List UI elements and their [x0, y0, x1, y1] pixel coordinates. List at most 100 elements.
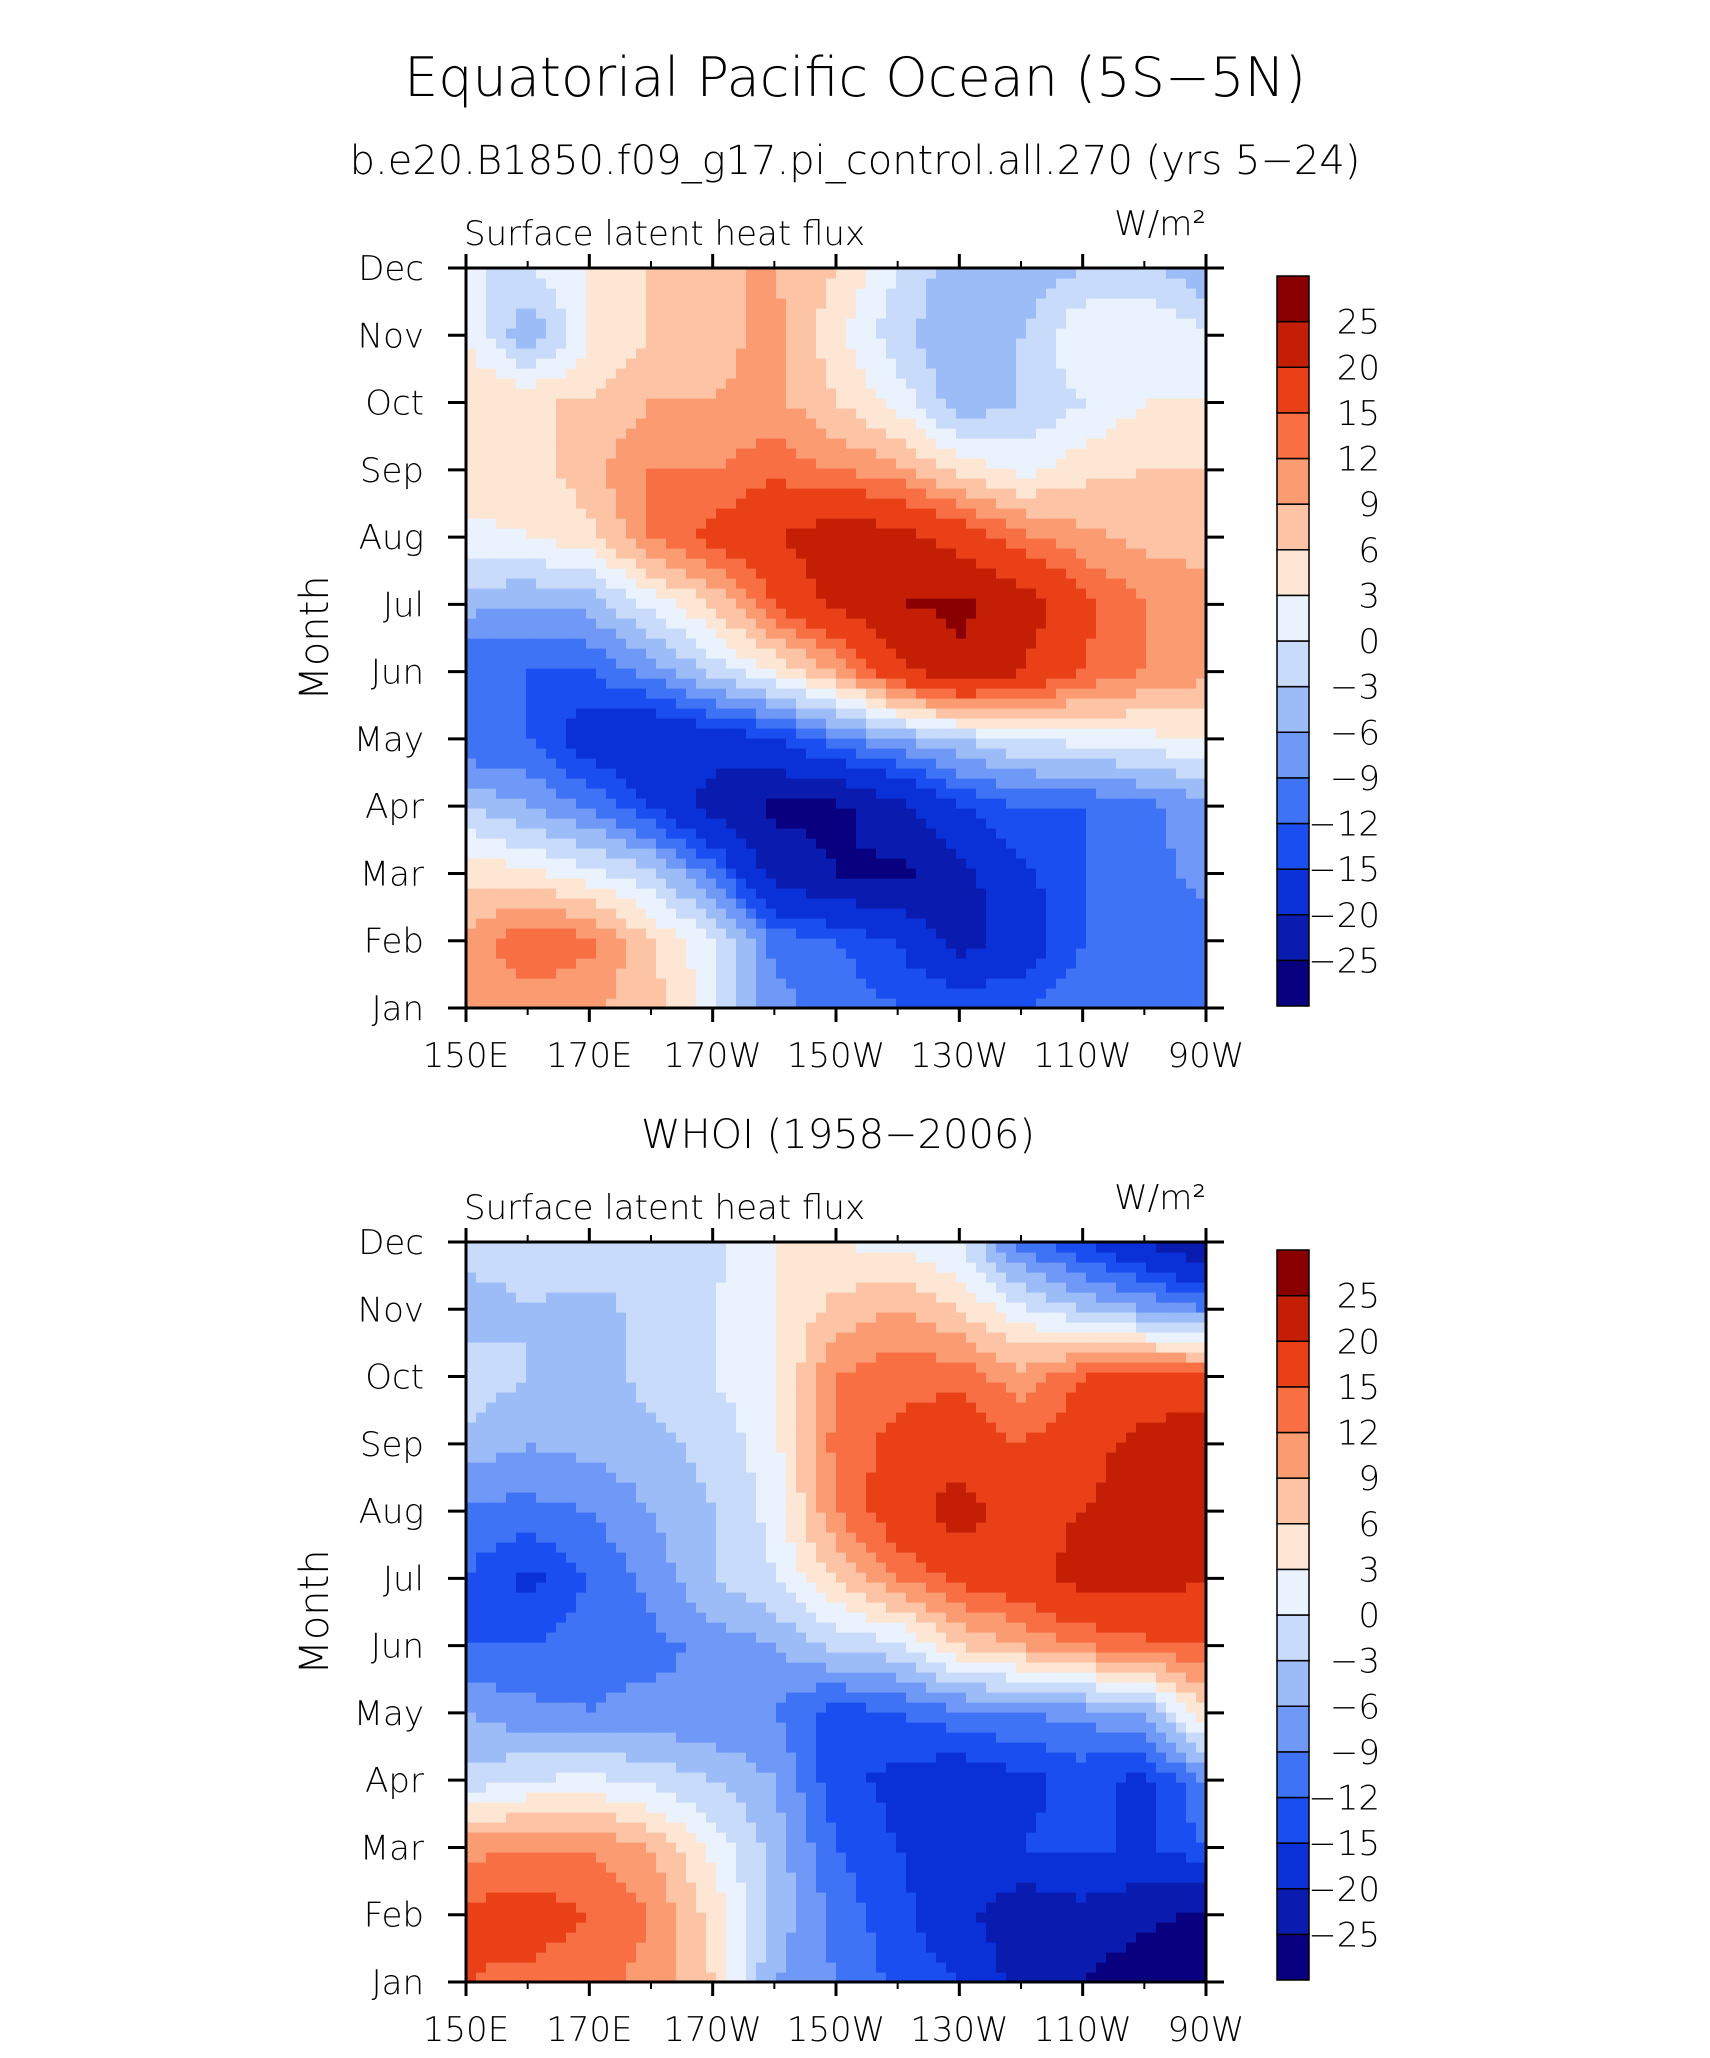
contour-cell	[846, 978, 857, 989]
contour-cell	[856, 718, 867, 729]
contour-cell	[726, 548, 737, 559]
contour-cell	[1056, 958, 1067, 969]
contour-cell	[896, 878, 907, 889]
contour-cell	[866, 948, 877, 959]
contour-cell	[1176, 398, 1187, 409]
contour-cell	[746, 618, 757, 629]
contour-cell	[1086, 398, 1097, 409]
contour-cell	[1036, 628, 1047, 639]
contour-cell	[876, 728, 887, 739]
contour-cell	[876, 748, 887, 759]
contour-cell	[716, 818, 727, 829]
contour-cell	[976, 998, 987, 1008]
contour-cell	[966, 928, 977, 939]
contour-cell	[736, 588, 747, 599]
contour-cell	[806, 378, 817, 389]
contour-cell	[586, 418, 597, 429]
contour-cell	[716, 778, 727, 789]
contour-cell	[906, 708, 917, 719]
contour-cell	[1126, 348, 1137, 359]
contour-cell	[1086, 598, 1097, 609]
contour-cell	[716, 378, 727, 389]
contour-cell	[1126, 428, 1137, 439]
contour-cell	[676, 958, 687, 969]
contour-cell	[836, 598, 847, 609]
contour-cell	[626, 808, 637, 819]
contour-cell	[1126, 618, 1137, 629]
contour-cell	[896, 508, 907, 519]
contour-cell	[596, 718, 607, 729]
contour-cell	[926, 598, 937, 609]
contour-cell	[1116, 658, 1127, 669]
contour-cell	[586, 628, 597, 639]
contour-cell	[576, 608, 587, 619]
contour-cell	[916, 708, 927, 719]
contour-cell	[936, 778, 947, 789]
contour-cell	[1126, 768, 1137, 779]
contour-cell	[556, 538, 567, 549]
contour-cell	[716, 328, 727, 339]
contour-cell	[856, 608, 867, 619]
contour-cell	[916, 448, 927, 459]
contour-cell	[856, 378, 867, 389]
contour-cell	[846, 638, 857, 649]
contour-cell	[766, 688, 777, 699]
contour-cell	[1126, 408, 1137, 419]
contour-cell	[1096, 648, 1107, 659]
contour-cell	[736, 548, 747, 559]
contour-cell	[926, 808, 937, 819]
contour-cell	[1026, 818, 1037, 829]
contour-cell	[886, 458, 897, 469]
contour-cell	[1136, 988, 1147, 999]
contour-cell	[746, 808, 757, 819]
contour-cell	[1056, 948, 1067, 959]
contour-cell	[886, 488, 897, 499]
contour-cell	[966, 708, 977, 719]
contour-cell	[916, 858, 927, 869]
contour-cell	[716, 978, 727, 989]
contour-cell	[1146, 448, 1157, 459]
contour-cell	[856, 688, 867, 699]
contour-cell	[656, 338, 667, 349]
contour-cell	[896, 968, 907, 979]
contour-cell	[796, 638, 807, 649]
contour-cell	[1096, 738, 1107, 749]
contour-cell	[946, 768, 957, 779]
contour-cell	[706, 778, 717, 789]
contour-cell	[876, 378, 887, 389]
contour-cell	[516, 608, 527, 619]
contour-cell	[946, 688, 957, 699]
contour-cell	[886, 548, 897, 559]
contour-cell	[706, 928, 717, 939]
contour-cell	[576, 448, 587, 459]
contour-cell	[786, 508, 797, 519]
contour-cell	[856, 348, 867, 359]
contour-cell	[706, 688, 717, 699]
contour-cell	[736, 698, 747, 709]
contour-cell	[896, 528, 907, 539]
contour-cell	[1156, 738, 1167, 749]
contour-cell	[766, 438, 777, 449]
contour-cell	[586, 988, 597, 999]
contour-cell	[806, 788, 817, 799]
contour-cell	[1086, 808, 1097, 819]
contour-cell	[666, 618, 677, 629]
contour-cell	[556, 578, 567, 589]
contour-cell	[476, 978, 487, 989]
contour-cell	[956, 578, 967, 589]
contour-cell	[756, 658, 767, 669]
contour-cell	[686, 468, 697, 479]
contour-cell	[486, 468, 497, 479]
contour-cell	[746, 638, 757, 649]
contour-cell	[826, 508, 837, 519]
contour-cell	[676, 888, 687, 899]
contour-cell	[976, 838, 987, 849]
contour-cell	[466, 398, 477, 409]
contour-cell	[1126, 838, 1137, 849]
contour-cell	[876, 508, 887, 519]
contour-cell	[856, 488, 867, 499]
contour-cell	[626, 438, 637, 449]
contour-cell	[826, 778, 837, 789]
contour-cell	[1026, 908, 1037, 919]
contour-cell	[716, 898, 727, 909]
